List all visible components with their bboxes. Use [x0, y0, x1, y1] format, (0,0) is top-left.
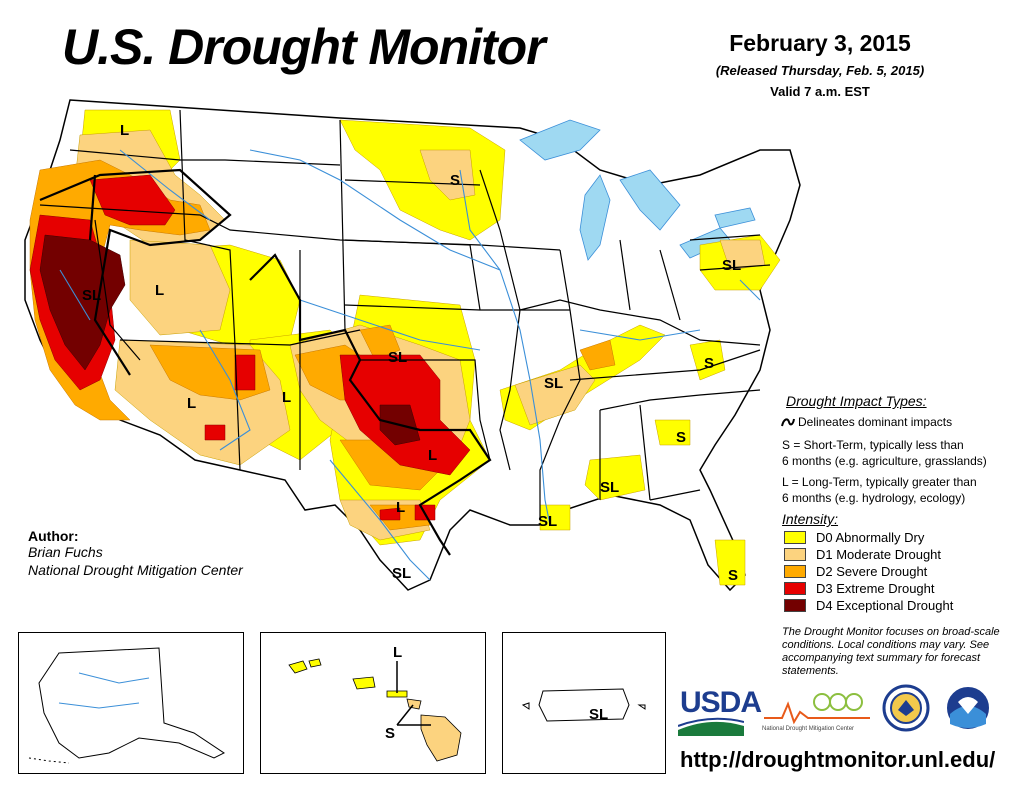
label-ok-sl: SL — [388, 349, 407, 366]
great-lakes — [519, 119, 756, 261]
legend-d3: D3 Extreme Drought — [784, 580, 935, 596]
release-date: (Released Thursday, Feb. 5, 2015) — [715, 63, 925, 78]
legend-d1-swatch — [784, 547, 806, 561]
impact-types-title: Drought Impact Types: — [786, 393, 927, 409]
usda-logo-swoosh — [678, 717, 744, 736]
label-la-sl: SL — [538, 513, 557, 530]
state-borders — [39, 109, 771, 520]
label-pa-sl: SL — [722, 257, 741, 274]
label-nm-l: L — [282, 389, 291, 406]
label-va-s: S — [704, 355, 714, 372]
valid-time: Valid 7 a.m. EST — [770, 84, 870, 99]
impact-short-term-line2: 6 months (e.g. agriculture, grasslands) — [782, 454, 987, 468]
ndmc-logo-text: National Drought Mitigation Center — [762, 726, 855, 732]
author-label: Author: — [28, 528, 79, 544]
puerto-rico-map: SL — [521, 688, 646, 723]
noaa-logo-icon — [945, 685, 991, 731]
impact-dominant-text: Delineates dominant impacts — [798, 415, 953, 429]
alaska-inset — [18, 632, 244, 774]
page-title: U.S. Drought Monitor — [62, 19, 546, 75]
legend-d2-label: D2 Severe Drought — [816, 563, 928, 579]
legend-d0: D0 Abnormally Dry — [784, 529, 924, 545]
alaska-map — [28, 647, 225, 764]
label-tx-l1: L — [428, 447, 437, 464]
label-al-sl: SL — [600, 479, 619, 496]
label-tn-sl: SL — [544, 375, 563, 392]
label-nw-l: L — [120, 122, 129, 139]
puerto-rico-inset: SL — [502, 632, 666, 774]
legend-d2-swatch — [784, 564, 806, 578]
legend-d1-label: D1 Moderate Drought — [816, 546, 942, 562]
legend-d4-swatch — [784, 598, 806, 612]
label-hi-l: L — [393, 644, 402, 661]
label-hi-s: S — [385, 725, 395, 742]
label-pr-sl: SL — [589, 706, 608, 723]
author-name: Brian Fuchs — [28, 544, 103, 560]
hawaii-inset: L S — [260, 632, 486, 774]
legend-d4: D4 Exceptional Drought — [784, 597, 953, 613]
impact-long-term: L = Long-Term, typically greater than 6 … — [782, 474, 1012, 506]
legend-d3-swatch — [784, 581, 806, 595]
label-tx-sl: SL — [392, 565, 411, 582]
label-fl-s: S — [728, 567, 738, 584]
label-tx-l2: L — [396, 499, 405, 516]
impact-short-term: S = Short-Term, typically less than 6 mo… — [782, 437, 1012, 469]
label-dakota-s: S — [450, 172, 460, 189]
map-date: February 3, 2015 — [729, 30, 911, 56]
impact-lines — [39, 168, 492, 556]
rivers — [59, 149, 761, 581]
legend-d0-swatch — [784, 530, 806, 544]
hawaii-map: L S — [288, 644, 462, 762]
disclaimer-note: The Drought Monitor focuses on broad-sca… — [782, 626, 1000, 677]
usda-logo: USDA — [680, 686, 762, 719]
impact-long-term-line1: L = Long-Term, typically greater than — [782, 475, 977, 489]
impact-long-term-line2: 6 months (e.g. hydrology, ecology) — [782, 491, 966, 505]
legend-d2: D2 Severe Drought — [784, 563, 927, 579]
ndmc-logo — [764, 693, 870, 725]
legend-d4-label: D4 Exceptional Drought — [816, 597, 954, 613]
impact-curve-icon — [781, 418, 795, 427]
impact-short-term-line1: S = Short-Term, typically less than — [782, 438, 964, 452]
legend-d3-label: D3 Extreme Drought — [816, 580, 935, 596]
author-org: National Drought Mitigation Center — [28, 562, 243, 578]
map-labels: L SL L S SL L L L L SL SL S S SL SL S SL — [82, 122, 741, 584]
legend-d0-label: D0 Abnormally Dry — [816, 529, 925, 545]
label-ca-sl: SL — [82, 287, 101, 304]
website-url[interactable]: http://droughtmonitor.unl.edu/ — [680, 747, 996, 772]
intensity-title: Intensity: — [782, 511, 839, 527]
label-ga-s: S — [676, 429, 686, 446]
commerce-seal-icon — [882, 684, 930, 732]
label-az-l: L — [187, 395, 196, 412]
legend-d1: D1 Moderate Drought — [784, 546, 941, 562]
label-nv-l: L — [155, 282, 164, 299]
